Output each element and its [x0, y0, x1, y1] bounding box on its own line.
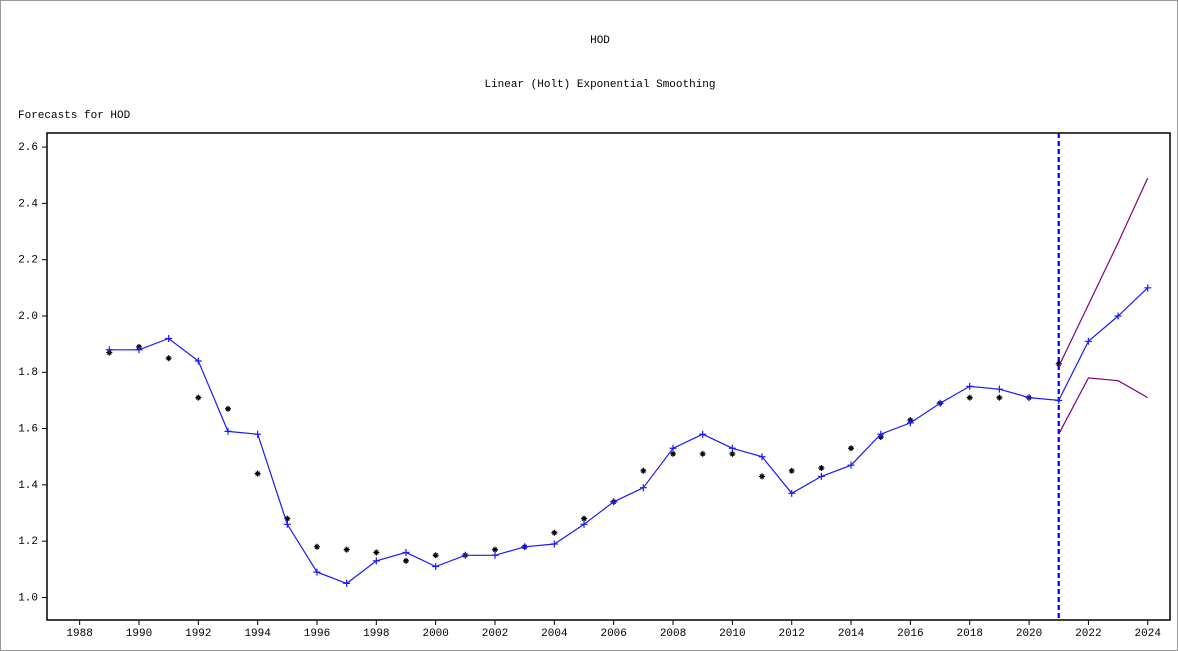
plus-marker [343, 579, 351, 587]
plus-marker [550, 540, 558, 548]
x-tick-label: 1988 [66, 628, 92, 640]
plus-marker [699, 430, 707, 438]
plus-marker [372, 557, 380, 565]
star-marker [848, 445, 855, 452]
x-tick-label: 2016 [897, 628, 923, 640]
star-marker [1055, 360, 1062, 367]
y-tick-label: 2.2 [18, 255, 38, 267]
y-tick-label: 1.0 [18, 592, 38, 604]
plus-marker [135, 346, 143, 354]
star-marker [759, 473, 766, 480]
star-marker [432, 552, 439, 559]
x-tick-label: 1998 [363, 628, 389, 640]
plus-marker [1025, 394, 1033, 402]
x-tick-label: 2020 [1016, 628, 1042, 640]
x-tick-label: 2018 [957, 628, 983, 640]
star-marker [373, 549, 380, 556]
x-tick-label: 1996 [304, 628, 330, 640]
y-tick-label: 2.4 [18, 198, 38, 210]
star-marker [165, 355, 172, 362]
plus-marker [1084, 337, 1092, 345]
plot-area [46, 132, 1171, 621]
x-tick-label: 2006 [600, 628, 626, 640]
y-tick-label: 2.0 [18, 311, 38, 323]
plus-marker [877, 430, 885, 438]
plus-marker [788, 489, 796, 497]
chart-subtitle: Linear (Holt) Exponential Smoothing [484, 79, 715, 91]
x-tick-label: 2010 [719, 628, 745, 640]
x-tick-label: 2014 [838, 628, 865, 640]
plus-marker [1144, 284, 1152, 292]
x-tick-label: 1994 [244, 628, 271, 640]
plus-marker [521, 543, 529, 551]
star-marker [670, 450, 677, 457]
y-axis-label: Forecasts for HOD [18, 110, 131, 122]
y-tick-label: 1.4 [18, 480, 38, 492]
y-tick-label: 1.8 [18, 367, 38, 379]
plus-marker [817, 472, 825, 480]
plus-marker [105, 346, 113, 354]
plus-marker [432, 563, 440, 571]
star-marker [492, 546, 499, 553]
x-tick-label: 2022 [1075, 628, 1101, 640]
plus-marker [224, 427, 232, 435]
series-line [1058, 177, 1149, 367]
star-marker [403, 557, 410, 564]
plus-marker [1114, 312, 1122, 320]
plus-marker [1055, 396, 1063, 404]
y-tick-label: 2.6 [18, 142, 38, 154]
plus-marker [936, 399, 944, 407]
x-tick-label: 1990 [126, 628, 152, 640]
plus-marker [283, 520, 291, 528]
x-tick-label: 2000 [422, 628, 448, 640]
x-tick-label: 2024 [1135, 628, 1162, 640]
plus-marker [194, 357, 202, 365]
star-marker [996, 394, 1003, 401]
star-marker [195, 394, 202, 401]
star-marker [818, 464, 825, 471]
plus-marker [966, 382, 974, 390]
star-marker [254, 470, 261, 477]
plus-marker [491, 551, 499, 559]
star-marker [343, 546, 350, 553]
star-marker [581, 515, 588, 522]
plus-marker [402, 548, 410, 556]
star-marker [966, 394, 973, 401]
plus-marker [758, 453, 766, 461]
star-marker [640, 467, 647, 474]
x-tick-label: 2004 [541, 628, 568, 640]
plus-marker [995, 385, 1003, 393]
plus-marker [906, 419, 914, 427]
plus-marker [639, 484, 647, 492]
plus-marker [165, 334, 173, 342]
star-marker [224, 405, 231, 412]
plus-marker [461, 551, 469, 559]
plus-marker [728, 444, 736, 452]
x-tick-label: 1992 [185, 628, 211, 640]
x-tick-label: 2012 [779, 628, 805, 640]
star-marker [284, 515, 291, 522]
y-tick-label: 1.2 [18, 536, 38, 548]
star-marker [699, 450, 706, 457]
y-tick-label: 1.6 [18, 423, 38, 435]
series-line [1058, 377, 1148, 435]
plus-marker [847, 461, 855, 469]
star-marker [788, 467, 795, 474]
chart-title: HOD [590, 35, 610, 47]
plus-marker [313, 568, 321, 576]
plus-marker [580, 520, 588, 528]
x-tick-label: 2002 [482, 628, 508, 640]
plus-marker [254, 430, 262, 438]
star-marker [313, 543, 320, 550]
plus-marker [610, 498, 618, 506]
series-line [109, 287, 1149, 585]
plus-marker [669, 444, 677, 452]
x-tick-label: 2008 [660, 628, 686, 640]
star-marker [729, 450, 736, 457]
star-marker [551, 529, 558, 536]
